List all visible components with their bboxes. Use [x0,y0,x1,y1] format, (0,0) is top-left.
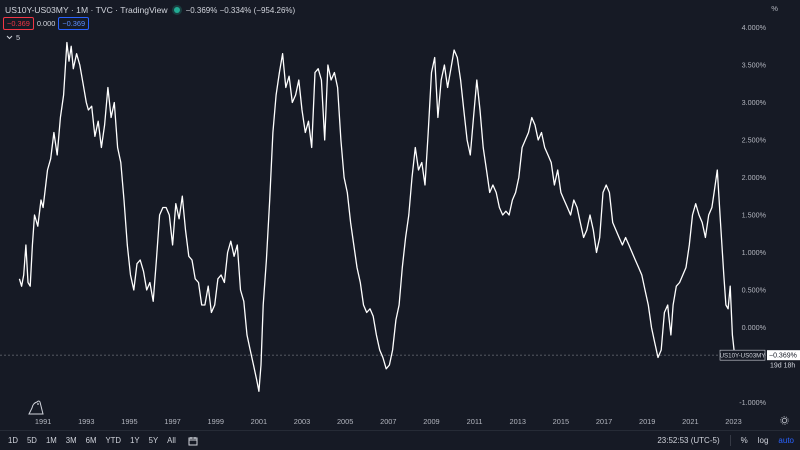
range-button-1m[interactable]: 1M [45,436,57,445]
y-tick-label: 1.500% [742,211,767,220]
indicators-toggle[interactable]: 5 [6,33,20,42]
x-tick-label: 2013 [510,417,526,426]
symbol-title[interactable]: US10Y-US03MY · 1M · TVC · TradingView [5,5,168,15]
y-tick-label: 2.500% [742,136,767,145]
series-name-tag [719,349,766,361]
price-quote: −0.369% −0.334% (−954.26%) [185,5,296,15]
y-axis: 4.000% 3.500% 3.000% 2.500% 2.000% 1.500% 1.00… [739,23,800,407]
bar-countdown: 19d 18h [770,363,795,370]
buy-price-button[interactable]: −0.369 [58,17,90,30]
x-tick-label: 2011 [467,417,483,426]
x-tick-label: 2005 [337,417,353,426]
price-boxes: −0.369 0.000 −0.369 [3,17,90,30]
x-tick-label: 2009 [423,417,439,426]
bottom-toolbar: 1D 5D 1M 3M 6M YTD 1Y 5Y All 23:52:53 (UTC-5) % … [0,430,800,450]
indicators-count: 5 [16,33,21,42]
range-button-5y[interactable]: 5Y [148,436,159,445]
scale-unit: % [771,4,778,13]
x-tick-label: 1999 [208,417,224,426]
scale-settings-gear-icon[interactable] [780,416,789,425]
x-tick-label: 2017 [596,417,612,426]
clock-timezone[interactable]: 23:52:53 (UTC-5) [657,436,720,445]
range-button-ytd[interactable]: YTD [105,436,122,445]
range-button-1d[interactable]: 1D [8,436,18,445]
x-tick-label: 1993 [78,417,94,426]
range-button-6m[interactable]: 6M [85,436,97,445]
range-button-1y[interactable]: 1Y [130,436,140,445]
y-tick-label: -1.000% [739,398,766,407]
range-button-5d[interactable]: 5D [26,436,37,445]
market-status-icon [173,7,180,13]
x-tick-label: 2023 [725,417,741,426]
x-tick-label: 2015 [553,417,569,426]
y-tick-label: 0.500% [742,286,767,295]
last-value-label: −0.369% [769,353,797,360]
x-tick-label: 1997 [164,417,180,426]
y-tick-label: 3.500% [742,61,767,70]
range-buttons: 1D 5D 1M 3M 6M YTD 1Y 5Y All [0,436,176,445]
y-tick-label: 4.000% [742,23,767,32]
sell-price-button[interactable]: −0.369 [3,17,34,30]
range-button-all[interactable]: All [167,436,176,445]
toolbar-divider [729,435,731,446]
y-tick-label: 1.000% [742,248,767,257]
spread-value: 0.000 [36,19,56,28]
series-layer: US10Y-US03MY [0,41,768,392]
calendar-goto-icon[interactable] [188,436,198,446]
y-tick-label: 0.000% [742,323,767,332]
symbol-header: US10Y-US03MY · 1M · TVC · TradingView −0… [5,3,295,17]
range-button-3m[interactable]: 3M [65,436,77,445]
x-tick-label: 2001 [251,417,267,426]
x-tick-label: 2021 [682,417,698,426]
series-line-us10y-us03my [18,41,736,392]
series-name-label: US10Y-US03MY [720,352,766,359]
toolbar-right: 23:52:53 (UTC-5) % log auto [657,435,800,446]
y-tick-label: 2.000% [742,173,767,182]
chevron-down-icon [6,35,13,40]
last-value-tag [767,350,800,361]
x-tick-label: 1991 [35,417,51,426]
x-axis: 1991 1993 1995 1997 1999 2001 2003 2005 2007 2009… [35,417,742,426]
tradingview-logo-icon[interactable] [26,398,46,416]
x-tick-label: 2007 [380,417,396,426]
x-tick-label: 2019 [639,417,655,426]
x-tick-label: 2003 [294,417,310,426]
x-tick-label: 1995 [121,417,137,426]
percent-scale-toggle[interactable]: % [740,436,748,445]
auto-scale-toggle[interactable]: auto [778,436,794,445]
log-scale-toggle[interactable]: log [757,436,769,445]
y-tick-label: 3.000% [742,98,767,107]
